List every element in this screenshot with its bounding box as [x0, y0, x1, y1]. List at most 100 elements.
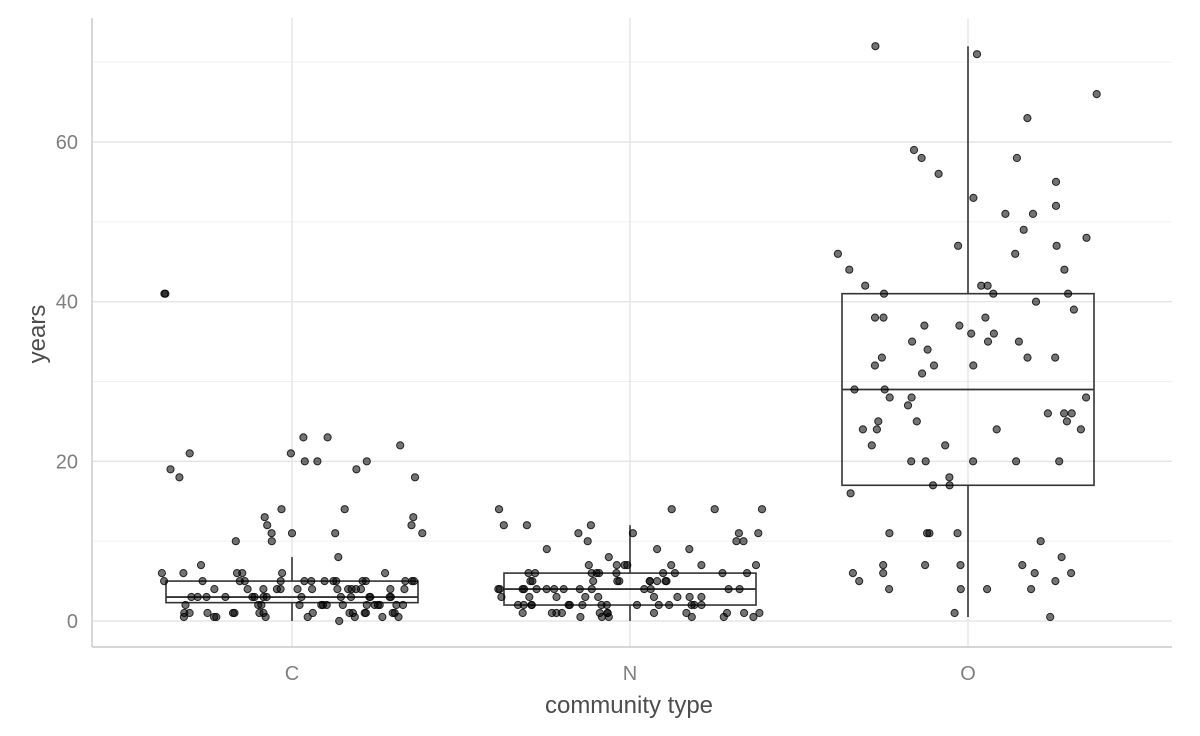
data-point-C: [336, 592, 345, 602]
data-point-O: [1011, 249, 1020, 258]
data-point-C: [175, 473, 184, 482]
data-point-O: [907, 393, 916, 402]
data-point-C: [307, 577, 316, 586]
data-point-C: [232, 569, 242, 578]
data-point-O: [1092, 90, 1101, 99]
data-point-N: [665, 600, 674, 610]
data-point-O: [1076, 425, 1086, 434]
data-point-O: [912, 417, 921, 426]
data-point-N: [497, 592, 506, 602]
data-point-O: [983, 337, 993, 346]
data-point-C: [362, 457, 371, 466]
data-point-C: [203, 608, 212, 618]
data-point-N: [550, 585, 559, 594]
data-point-C: [401, 577, 410, 586]
data-point-N: [589, 577, 598, 586]
data-point-N: [749, 612, 758, 622]
data-point-C: [276, 577, 285, 586]
data-point-N: [531, 569, 540, 578]
data-point-O: [845, 265, 854, 274]
data-point-C: [333, 585, 342, 594]
data-point-C: [334, 553, 343, 562]
data-point-N: [653, 577, 662, 586]
data-point-N: [682, 608, 691, 618]
data-point-N: [518, 585, 527, 594]
data-point-O: [870, 313, 880, 322]
data-point-N: [595, 569, 604, 578]
data-point-O: [1046, 612, 1055, 622]
data-point-C: [187, 592, 196, 602]
data-point-C: [340, 505, 349, 514]
data-point-C: [185, 449, 194, 458]
data-point-O: [879, 313, 888, 322]
data-point-O: [969, 361, 978, 370]
data-point-O: [879, 561, 888, 570]
data-point-N: [495, 585, 504, 594]
data-point-N: [615, 577, 624, 586]
data-point-N: [697, 592, 706, 602]
data-point-O: [923, 529, 932, 538]
data-point-O: [945, 481, 954, 490]
data-point-N: [628, 529, 638, 538]
data-point-N: [525, 592, 534, 602]
data-point-C: [388, 608, 397, 618]
data-point-C: [257, 600, 266, 610]
box-iqr: [165, 580, 419, 604]
data-point-N: [547, 608, 557, 618]
data-point-O: [934, 169, 943, 178]
data-point-C: [198, 577, 207, 586]
data-point-O: [1069, 305, 1079, 314]
data-point-N: [632, 600, 642, 610]
data-point-N: [564, 600, 573, 610]
data-point-O: [1082, 393, 1091, 402]
data-point-O: [885, 393, 894, 402]
data-point-O: [1043, 409, 1053, 418]
data-point-N: [587, 569, 596, 578]
data-point-N: [518, 608, 527, 618]
data-point-O: [1027, 585, 1036, 594]
data-point-N: [724, 585, 733, 594]
data-point-O: [1051, 577, 1060, 586]
data-point-C: [400, 585, 409, 594]
data-point-C: [345, 608, 354, 618]
data-point-O: [871, 42, 880, 51]
data-point-O: [955, 321, 964, 330]
data-point-C: [179, 569, 188, 578]
data-point-O: [1060, 409, 1069, 418]
data-point-O: [885, 529, 894, 538]
data-point-C: [160, 577, 169, 586]
data-point-C: [221, 592, 230, 602]
data-point-N: [740, 608, 749, 618]
data-point-C: [286, 449, 295, 458]
data-point-C: [409, 513, 418, 522]
data-point-N: [559, 585, 568, 594]
data-point-C: [308, 585, 317, 594]
x-axis-title: community type: [545, 692, 713, 719]
data-point-C: [317, 600, 326, 610]
data-point-O: [917, 153, 926, 163]
data-point-C: [250, 592, 259, 602]
data-point-O: [1062, 417, 1072, 426]
data-point-C: [394, 612, 403, 622]
data-point-C: [240, 577, 249, 586]
data-point-N: [667, 505, 676, 514]
data-point-N: [576, 612, 585, 622]
data-point-O: [1057, 553, 1066, 562]
data-point-O: [880, 385, 889, 394]
data-point-O: [967, 329, 976, 338]
data-point-N: [734, 529, 744, 538]
data-point-C: [202, 592, 211, 602]
data-point-O: [885, 585, 894, 594]
data-point-N: [697, 600, 706, 610]
data-point-C: [378, 612, 387, 622]
data-point-N: [623, 561, 632, 570]
data-point-C: [297, 592, 306, 602]
data-point-N: [526, 577, 535, 586]
data-point-O: [1030, 569, 1039, 578]
data-point-C: [303, 612, 312, 622]
y-tick-label: 20: [56, 451, 78, 473]
data-point-N: [685, 545, 694, 554]
data-point-O: [1064, 289, 1073, 298]
data-point-C: [344, 585, 353, 594]
data-point-N: [739, 537, 748, 546]
